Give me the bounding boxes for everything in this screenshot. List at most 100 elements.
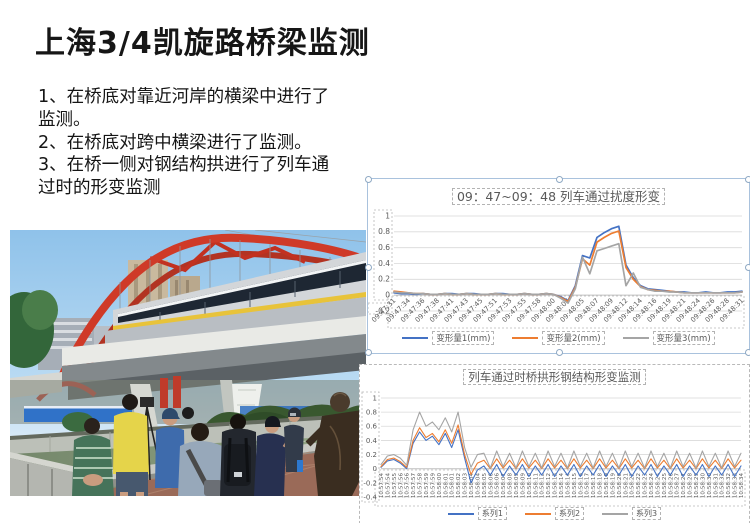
legend-line-swatch [402, 337, 429, 339]
legend-line-swatch [524, 512, 551, 515]
selection-dash-box [361, 391, 380, 503]
legend-label: 系列3 [632, 507, 662, 520]
person-peek-head [182, 407, 194, 419]
selection-dash-box [387, 295, 745, 329]
resize-handle[interactable] [745, 176, 750, 183]
legend-item: 系列1 [447, 507, 507, 520]
x-tick-label: 10:58:06 [488, 473, 494, 499]
x-tick-label: 10:58:00 [437, 473, 443, 499]
y-tick-label: 0 [373, 465, 377, 473]
y-tick-label: 0 [385, 291, 390, 300]
x-tick-label: 10:58:12 [546, 473, 552, 498]
x-tick-label: 10:58:05 [482, 473, 488, 499]
guideway-beam [105, 297, 366, 347]
bridge-photo[interactable] [10, 230, 366, 496]
bullet-item: 1、在桥底对靠近河岸的横梁中进行了监测。 [38, 87, 330, 130]
x-tick-label: 10:58:01 [450, 473, 456, 499]
person-blue-cap [155, 408, 185, 488]
x-tick-label: 10:58:21 [623, 473, 629, 499]
resize-handle[interactable] [556, 349, 563, 356]
resize-handle[interactable] [745, 349, 750, 356]
series-line[interactable] [393, 242, 743, 304]
x-tick-label: 10:58:28 [688, 473, 694, 499]
x-tick-label: 10:58:27 [675, 473, 681, 499]
x-tick-label: 10:58:06 [495, 473, 501, 499]
legend-item: 变形量3(mm) [622, 331, 715, 345]
selection-dash-box [368, 302, 393, 315]
x-tick-label: 10:58:20 [617, 473, 623, 499]
y-tick-label: 1 [385, 211, 390, 220]
legend-line-swatch [602, 512, 629, 515]
x-tick-label: 10:58:17 [585, 473, 591, 499]
x-tick-label: 10:58:30 [700, 473, 706, 499]
x-tick-label: 10:58:10 [527, 473, 533, 499]
page-title: 上海3/4凯旋路桥梁监测 [35, 26, 370, 61]
x-tick-label: 10:57:58 [418, 473, 424, 499]
series-line[interactable] [393, 230, 743, 303]
x-tick-label: 10:58:25 [662, 473, 668, 499]
y-tick-label: 0.2 [366, 451, 377, 459]
chart-title: 09：47~09：48 列车通过扰度形变 [368, 186, 749, 205]
y-tick-label: 0.4 [366, 437, 378, 445]
x-tick-label: 10:58:04 [469, 473, 475, 499]
y-tick-label: 1 [373, 394, 377, 402]
x-tick-label: 10:58:22 [630, 473, 636, 498]
deflection-line-chart[interactable]: 09：47~09：48 列车通过扰度形变 1 0.8 0.6 0.4 0.2 0 -0.2 0… [365, 176, 750, 356]
x-tick-label: 10:58:30 [707, 473, 713, 499]
x-tick-label: 10:58:34 [739, 473, 745, 499]
x-tick-label: 10:58:09 [520, 473, 526, 499]
person-striped-polo [72, 418, 114, 496]
arch-deformation-line-chart[interactable]: 列车通过时桥拱形钢结构形变监测 1 0.8 0.6 0.4 0.2 0 -0.2 -0.4 10… [359, 364, 750, 523]
x-tick-label: 10:58:01 [443, 473, 449, 499]
resize-handle[interactable] [365, 264, 372, 271]
chart-plot-area: 1 0.8 0.6 0.4 0.2 0 -0.2 -0.4 10:57:54 10:57:54 10… [360, 365, 749, 523]
series-line[interactable] [380, 429, 742, 484]
x-tick-label: 10:57:59 [430, 473, 436, 499]
chart-legend: 变形量1(mm) 变形量2(mm) 变形量3(mm) [368, 331, 749, 345]
bullet-list: 1、在桥底对靠近河岸的横梁中进行了监测。 2、在桥底对跨中横梁进行了监测。 3、… [38, 86, 330, 200]
left-tree [10, 290, 58, 368]
y-tick-label: 0.8 [378, 227, 390, 236]
x-tick-label: 10:58:07 [501, 473, 507, 499]
legend-item: 变形量2(mm) [512, 331, 605, 345]
x-tick-label: 10:57:56 [398, 473, 404, 499]
chart-legend: 系列1 系列2 系列3 [360, 507, 749, 520]
resize-handle[interactable] [365, 349, 372, 356]
legend-label: 系列1 [477, 507, 507, 520]
person-yellow-shirt [113, 394, 149, 496]
x-tick-label: 10:58:18 [598, 473, 604, 499]
y-tick-label: 0.4 [378, 259, 390, 268]
x-tick-label: 10:58:14 [565, 473, 571, 499]
series-line[interactable] [380, 411, 742, 469]
resize-handle[interactable] [365, 176, 372, 183]
person-black-backpack [220, 414, 256, 496]
x-tick-label: 10:58:13 [553, 473, 559, 499]
resize-handle[interactable] [745, 264, 750, 271]
resize-handle[interactable] [556, 176, 563, 183]
y-tick-label: 0.2 [378, 275, 390, 284]
x-tick-label: 10:58:08 [508, 473, 514, 499]
chart-plot-area: 1 0.8 0.6 0.4 0.2 0 -0.2 09:47:31 09:47:34 09:47:… [368, 179, 749, 353]
bullet-item: 3、在桥一侧对钢结构拱进行了列车通过时的形变监测 [38, 155, 330, 198]
bronze-statue [305, 392, 366, 496]
arch-bracing [149, 239, 306, 273]
x-tick-label: 10:58:24 [649, 473, 655, 499]
x-tick-label: 10:57:55 [392, 473, 398, 499]
legend-line-swatch [512, 337, 539, 339]
legend-label: 变形量3(mm) [652, 331, 715, 345]
x-tick-label: 10:58:04 [475, 473, 481, 499]
legend-label: 变形量1(mm) [432, 331, 495, 345]
x-tick-label: 10:58:15 [572, 473, 578, 499]
x-tick-label: 10:58:09 [514, 473, 520, 499]
x-tick-label: 10:58:32 [726, 473, 732, 498]
selection-dash-box [373, 209, 393, 301]
x-tick-label: 10:58:03 [463, 473, 469, 499]
legend-line-swatch [622, 337, 649, 339]
x-tick-label: 10:58:17 [591, 473, 597, 499]
legend-label: 系列2 [554, 507, 585, 520]
legend-line-swatch [447, 512, 474, 515]
x-tick-label: 10:58:32 [720, 473, 726, 498]
series-line[interactable] [380, 424, 742, 475]
x-tick-label: 10:58:19 [604, 473, 610, 499]
